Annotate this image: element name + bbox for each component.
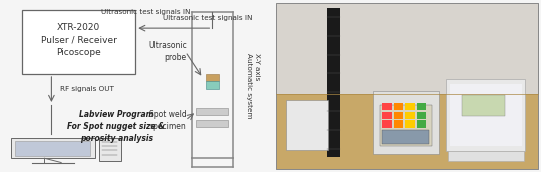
Bar: [405, 120, 415, 128]
Text: Labview Program
For Spot nugget size &
porosity analysis: Labview Program For Spot nugget size & p…: [68, 110, 165, 143]
Bar: [206, 74, 219, 81]
Bar: [196, 108, 228, 115]
Bar: [196, 120, 228, 127]
Bar: [206, 81, 219, 89]
Bar: [462, 95, 505, 116]
Bar: [450, 84, 522, 146]
Bar: [382, 130, 430, 144]
Bar: [276, 3, 538, 169]
Bar: [417, 103, 426, 110]
Text: XTR-2020
Pulser / Receiver
Picoscope: XTR-2020 Pulser / Receiver Picoscope: [41, 23, 116, 57]
Bar: [405, 103, 415, 110]
Text: Spot weld
specimen: Spot weld specimen: [149, 110, 187, 131]
Text: Ultrasonic
probe: Ultrasonic probe: [148, 41, 187, 62]
Text: RF signals OUT: RF signals OUT: [60, 87, 114, 92]
Bar: [99, 138, 121, 161]
Bar: [276, 3, 538, 94]
Bar: [405, 111, 415, 119]
Bar: [276, 94, 538, 169]
Bar: [417, 111, 426, 119]
Bar: [394, 103, 403, 110]
Text: Ultrasonic test signals IN: Ultrasonic test signals IN: [101, 9, 191, 15]
Bar: [446, 79, 525, 151]
Bar: [394, 111, 403, 119]
Bar: [373, 91, 439, 154]
Bar: [382, 111, 392, 119]
Bar: [382, 120, 392, 128]
Bar: [276, 3, 538, 169]
Bar: [286, 100, 328, 150]
Bar: [417, 120, 426, 128]
Text: Ultrasonic test signals IN: Ultrasonic test signals IN: [163, 15, 252, 21]
Bar: [327, 8, 340, 157]
Bar: [448, 151, 524, 161]
Bar: [394, 120, 403, 128]
Bar: [380, 105, 432, 146]
Text: X-Y axis
Automatic system: X-Y axis Automatic system: [246, 53, 260, 119]
Bar: [11, 138, 95, 158]
Bar: [22, 10, 135, 74]
Bar: [382, 103, 392, 110]
Bar: [15, 141, 90, 156]
